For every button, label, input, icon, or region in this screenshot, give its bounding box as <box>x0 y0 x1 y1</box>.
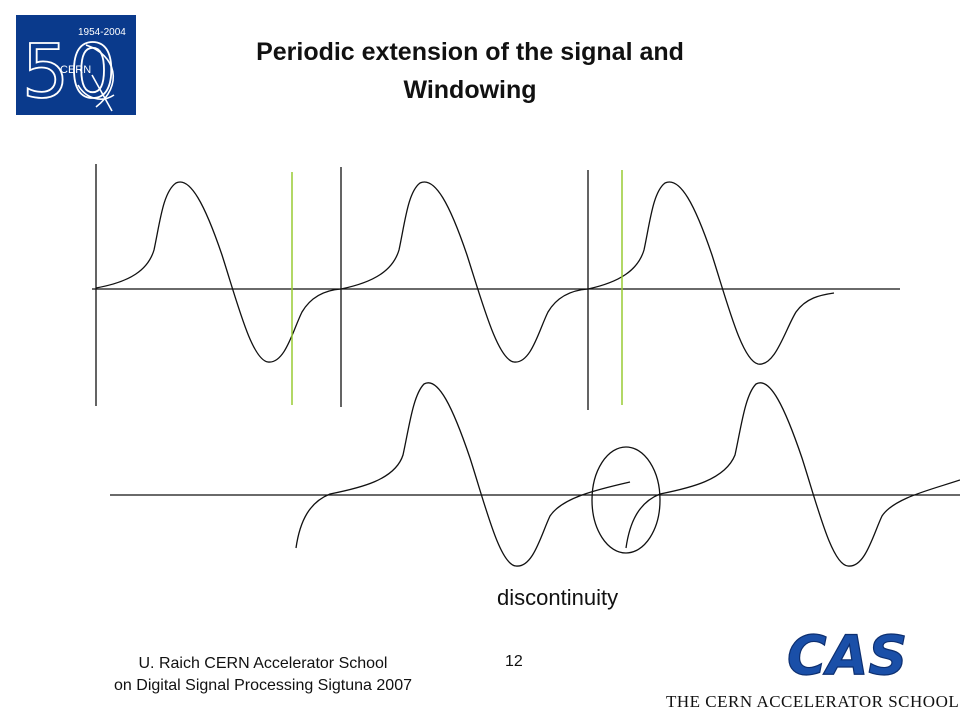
logo-years: 1954-2004 <box>78 27 126 38</box>
slide-title-line2: Windowing <box>403 76 537 104</box>
slide-title-line1: Periodic extension of the signal and <box>256 38 684 66</box>
cern-50-logo: 50 1954-2004 CERN <box>16 15 136 115</box>
bottom-waveform-group <box>110 382 960 567</box>
signal-period-3 <box>587 181 835 365</box>
signal-period-2 <box>340 181 589 363</box>
discontinuity-highlight-ellipse <box>591 446 661 554</box>
windowed-segment-1 <box>295 382 631 567</box>
logo-number: 50 <box>22 29 116 115</box>
slide-title: Periodic extension of the signal and Win… <box>160 33 780 109</box>
cas-school-name: THE CERN ACCELERATOR SCHOOL <box>666 692 960 711</box>
windowed-segment-2 <box>625 382 960 567</box>
cas-logo: CAS <box>786 623 908 684</box>
signal-period-1 <box>95 181 342 363</box>
discontinuity-label: discontinuity <box>497 585 619 610</box>
logo-org: CERN <box>60 64 91 76</box>
top-waveform-group <box>92 164 900 410</box>
footer-credit-line2: on Digital Signal Processing Sigtuna 200… <box>114 677 412 694</box>
logo-swirl <box>77 44 115 112</box>
cas-logo-text: CAS <box>787 624 907 684</box>
footer-credit-line1: U. Raich CERN Accelerator School <box>138 655 388 672</box>
footer-credit: U. Raich CERN Accelerator School on Digi… <box>78 653 448 697</box>
page-number: 12 <box>505 653 523 670</box>
logo-background <box>16 15 136 115</box>
